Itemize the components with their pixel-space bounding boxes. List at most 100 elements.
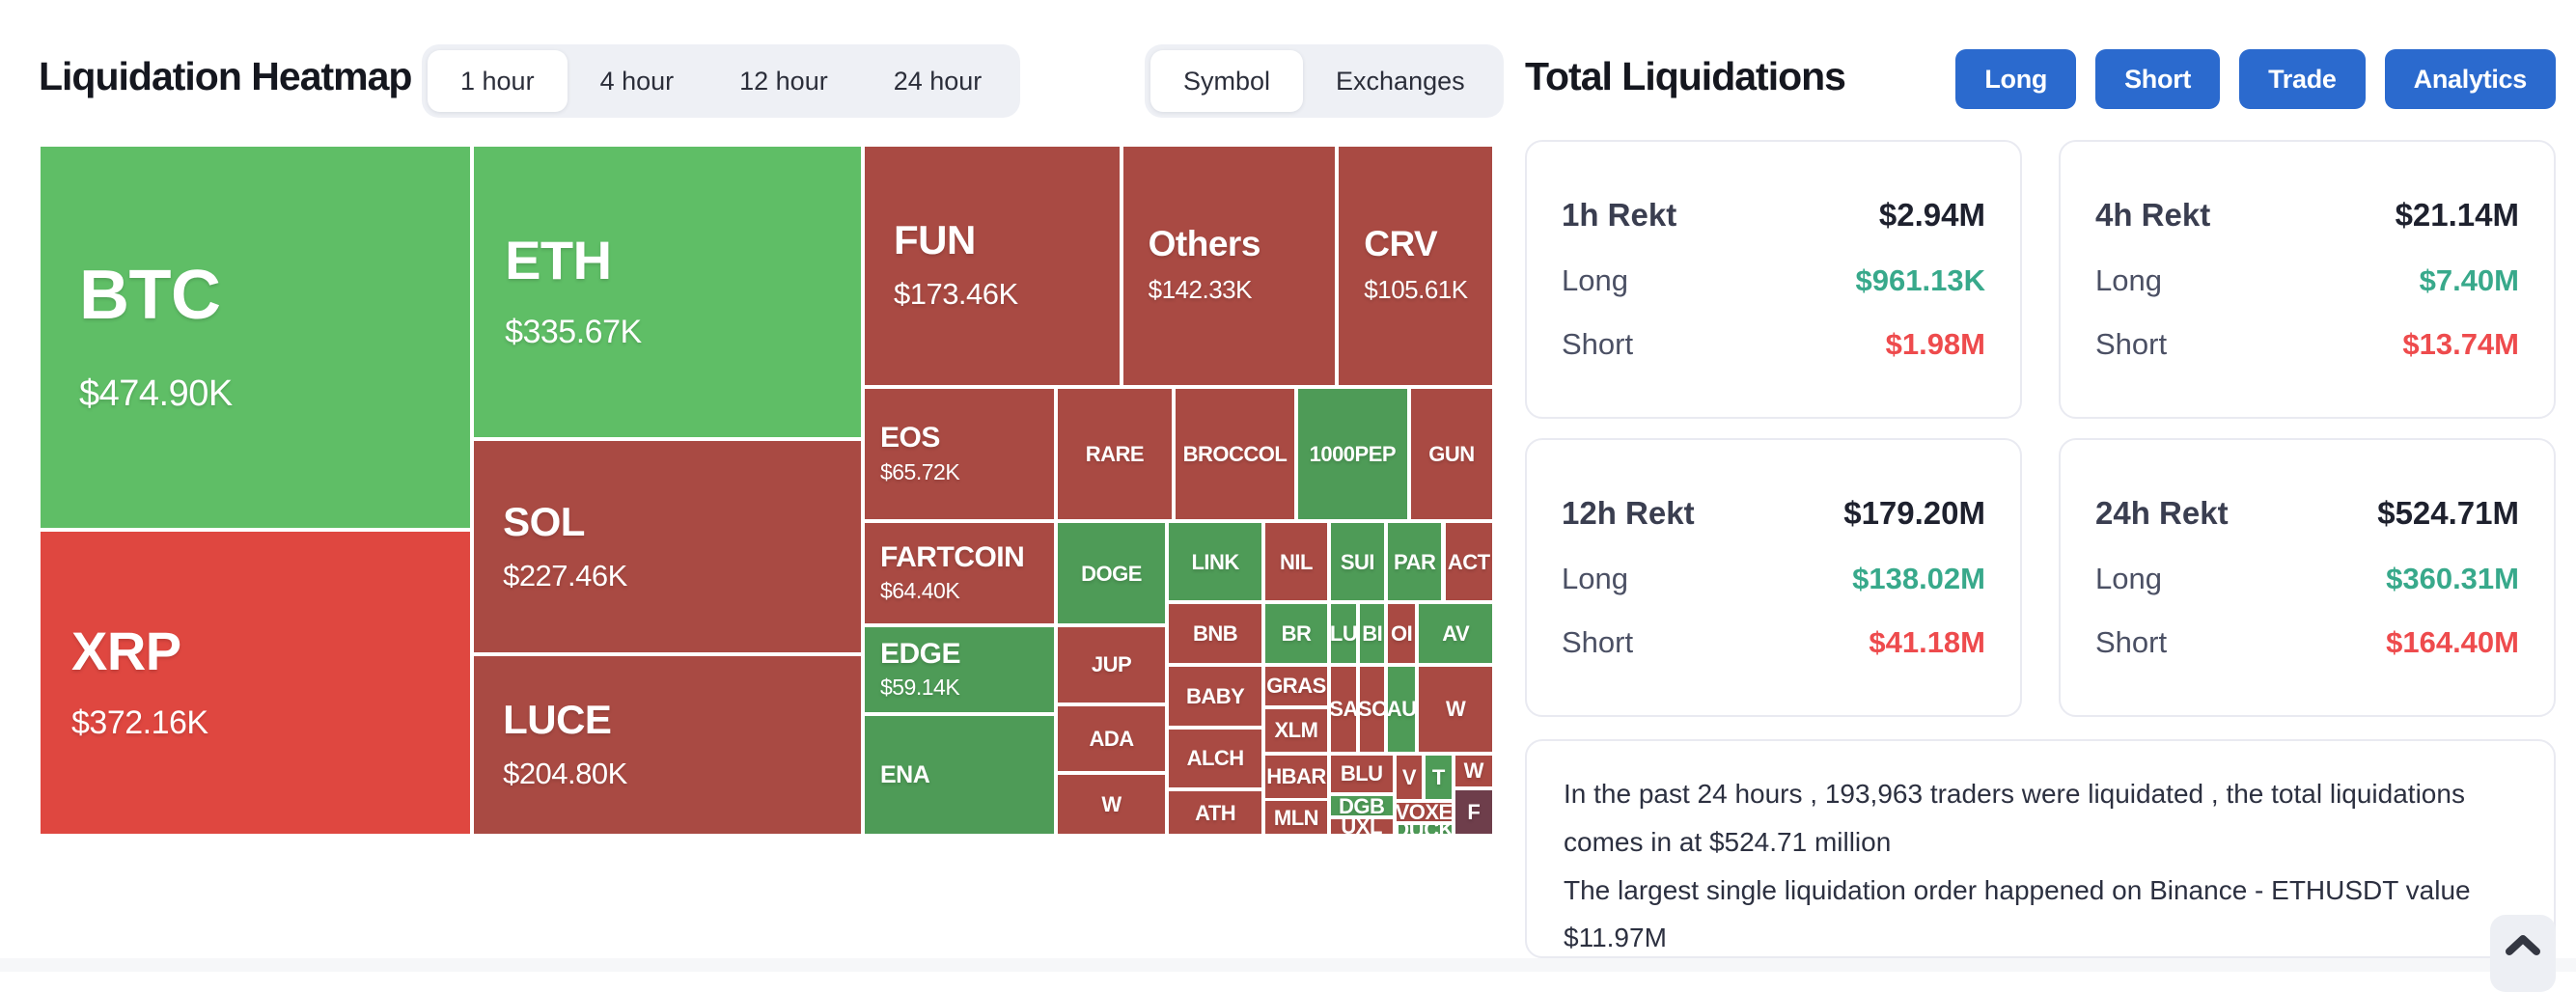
treemap-cell-ath[interactable]: ATH xyxy=(1167,789,1264,836)
treemap-cell-hbar[interactable]: HBAR xyxy=(1263,753,1329,800)
treemap-cell-av[interactable]: AV xyxy=(1417,601,1494,665)
treemap-cell-oi[interactable]: OI xyxy=(1386,601,1418,665)
treemap-cell-w[interactable]: W xyxy=(1417,664,1494,754)
treemap-cell-jup[interactable]: JUP xyxy=(1055,624,1168,704)
rekt-cards-grid: 1h Rekt $2.94M Long $961.13K Short $1.98M 4h R… xyxy=(1525,140,2556,717)
treemap-cell-w[interactable]: W xyxy=(1453,753,1494,788)
scroll-to-top-button[interactable] xyxy=(2490,915,2556,992)
short-value: $41.18M xyxy=(1869,625,1985,660)
tab-24-hour[interactable]: 24 hour xyxy=(893,67,983,96)
treemap-cell-br[interactable]: BR xyxy=(1263,601,1329,665)
treemap-cell-rare[interactable]: RARE xyxy=(1055,386,1174,522)
treemap-cell-symbol: Others xyxy=(1148,224,1261,264)
long-label: Long xyxy=(1562,561,1628,595)
treemap-cell-symbol: FUN xyxy=(893,217,976,263)
treemap-cell-value: $372.16K xyxy=(71,704,208,742)
treemap-cell-eos[interactable]: EOS $65.72K xyxy=(862,386,1056,522)
treemap-cell-symbol: ETH xyxy=(505,229,612,290)
treemap-cell-others[interactable]: Others $142.33K xyxy=(1121,145,1338,387)
tab-4-hour[interactable]: 4 hour xyxy=(599,67,675,96)
treemap-cell-symbol: EDGE xyxy=(879,637,961,670)
treemap-cell-symbol: ENA xyxy=(879,760,930,788)
treemap-cell-broccol[interactable]: BROCCOL xyxy=(1173,386,1297,522)
treemap-cell-btc[interactable]: BTC $474.90K xyxy=(39,145,473,530)
treemap-cell-sa[interactable]: SA xyxy=(1328,664,1359,754)
treemap-cell-blu[interactable]: BLU xyxy=(1328,753,1395,795)
treemap-cell-fartcoin[interactable]: FARTCOIN $64.40K xyxy=(862,521,1056,625)
treemap-cell-sc[interactable]: SC xyxy=(1358,664,1387,754)
rekt-card-title: 12h Rekt xyxy=(1562,494,1695,531)
rekt-card-12h: 12h Rekt $179.20M Long $138.02M Short $41.18M xyxy=(1525,438,2022,717)
treemap-cell-edge[interactable]: EDGE $59.14K xyxy=(862,624,1056,714)
treemap-cell-duck[interactable]: DUCK xyxy=(1394,823,1454,836)
summary-line-1: In the past 24 hours , 193,963 traders w… xyxy=(1564,779,2465,857)
treemap-cell-lu[interactable]: LU xyxy=(1328,601,1359,665)
treemap-cell-sol[interactable]: SOL $227.46K xyxy=(472,439,863,655)
treemap-cell-t[interactable]: T xyxy=(1424,753,1454,802)
rekt-card-title: 1h Rekt xyxy=(1562,196,1677,233)
treemap-cell-symbol: ALCH xyxy=(1186,746,1245,771)
treemap-cell-symbol: AU xyxy=(1386,697,1417,722)
treemap-cell-symbol: JUP xyxy=(1091,652,1132,677)
treemap-cell-xlm[interactable]: XLM xyxy=(1263,707,1329,754)
treemap-cell-symbol: ADA xyxy=(1089,726,1134,751)
treemap-cell-crv[interactable]: CRV $105.61K xyxy=(1337,145,1494,387)
tab-1-hour[interactable]: 1 hour xyxy=(428,50,568,112)
treemap-cell-symbol: BTC xyxy=(79,257,221,335)
treemap-cell-symbol: SC xyxy=(1358,697,1387,722)
liquidation-summary-card: In the past 24 hours , 193,963 traders w… xyxy=(1525,739,2556,958)
treemap-cell-sui[interactable]: SUI xyxy=(1328,521,1387,602)
tab-exchanges[interactable]: Exchanges xyxy=(1336,67,1465,96)
treemap-cell-xrp[interactable]: XRP $372.16K xyxy=(39,529,473,836)
treemap-cell-value: $65.72K xyxy=(879,458,960,484)
treemap-cell-v[interactable]: V xyxy=(1394,753,1425,802)
short-value: $13.74M xyxy=(2402,327,2519,362)
treemap-cell-fun[interactable]: FUN $173.46K xyxy=(862,145,1122,387)
treemap-cell-symbol: UXL xyxy=(1341,817,1382,836)
treemap-cell-baby[interactable]: BABY xyxy=(1167,664,1264,728)
treemap-cell-link[interactable]: LINK xyxy=(1167,521,1264,602)
treemap-cell-symbol: FARTCOIN xyxy=(879,540,1025,573)
rekt-card-24h: 24h Rekt $524.71M Long $360.31M Short $164.40… xyxy=(2059,438,2556,717)
treemap-cell-gun[interactable]: GUN xyxy=(1408,386,1494,522)
treemap-cell-nil[interactable]: NIL xyxy=(1263,521,1329,602)
symbol-exchanges-toggle: Symbol Exchanges xyxy=(1145,44,1504,118)
treemap-cell-symbol: BI xyxy=(1362,620,1383,646)
treemap-cell-au[interactable]: AU xyxy=(1386,664,1418,754)
treemap-cell-par[interactable]: PAR xyxy=(1386,521,1444,602)
treemap-cell-act[interactable]: ACT xyxy=(1443,521,1494,602)
treemap-cell-eth[interactable]: ETH $335.67K xyxy=(472,145,863,440)
treemap-cell-bi[interactable]: BI xyxy=(1358,601,1387,665)
treemap-cell-ena[interactable]: ENA xyxy=(862,713,1056,836)
treemap-cell-luce[interactable]: LUCE $204.80K xyxy=(472,654,863,836)
treemap-cell-alch[interactable]: ALCH xyxy=(1167,727,1264,790)
treemap-cell-symbol: PAR xyxy=(1394,549,1436,574)
treemap-cell-doge[interactable]: DOGE xyxy=(1055,521,1168,625)
treemap-cell-ada[interactable]: ADA xyxy=(1055,703,1168,774)
total-liquidations-title: Total Liquidations xyxy=(1525,54,1846,98)
treemap-cell-symbol: BLU xyxy=(1340,761,1383,786)
treemap-cell-symbol: VOXE xyxy=(1395,801,1453,824)
treemap-cell-f[interactable]: F xyxy=(1453,787,1494,836)
treemap-cell-symbol: XLM xyxy=(1274,718,1318,743)
rekt-card-title: 24h Rekt xyxy=(2095,494,2229,531)
long-button[interactable]: Long xyxy=(1955,49,2077,109)
tab-12-hour[interactable]: 12 hour xyxy=(739,67,828,96)
treemap-cell-symbol: AV xyxy=(1442,620,1470,646)
short-label: Short xyxy=(2095,625,2168,660)
treemap-cell-symbol: BNB xyxy=(1193,620,1238,646)
treemap-cell-w[interactable]: W xyxy=(1055,773,1168,836)
treemap-cell-symbol: F xyxy=(1467,799,1481,824)
trade-button[interactable]: Trade xyxy=(2239,49,2366,109)
treemap-cell-voxe[interactable]: VOXE xyxy=(1394,801,1454,824)
treemap-cell-symbol: W xyxy=(1463,758,1484,784)
treemap-cell-mln[interactable]: MLN xyxy=(1263,799,1329,836)
tab-symbol[interactable]: Symbol xyxy=(1150,50,1304,112)
treemap-cell-1000pep[interactable]: 1000PEP xyxy=(1295,386,1409,522)
treemap-cell-bnb[interactable]: BNB xyxy=(1167,601,1264,665)
treemap-cell-dgb[interactable]: DGB xyxy=(1328,794,1395,818)
treemap-cell-uxl[interactable]: UXL xyxy=(1328,817,1395,836)
treemap-cell-gras[interactable]: GRAS xyxy=(1263,664,1329,708)
short-button[interactable]: Short xyxy=(2095,49,2221,109)
analytics-button[interactable]: Analytics xyxy=(2384,49,2556,109)
